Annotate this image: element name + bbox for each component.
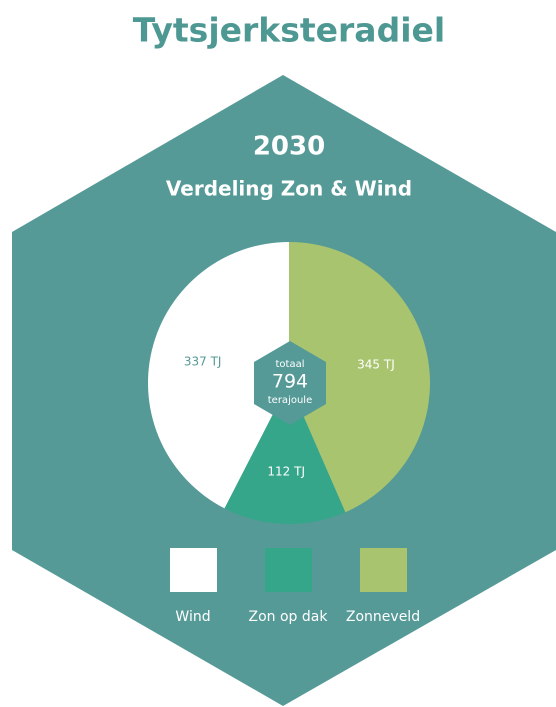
slice-label: 345 TJ	[357, 357, 395, 371]
heading: Verdeling Zon & Wind	[166, 177, 412, 201]
title: Tytsjerksteradiel	[133, 11, 445, 50]
pie-slice	[289, 242, 430, 513]
legend-label: Zon op dak	[249, 609, 329, 625]
center-label-top: totaal	[276, 359, 305, 370]
pie-slice	[148, 242, 289, 509]
center-label-bottom: terajoule	[268, 395, 312, 406]
slice-label: 112 TJ	[267, 464, 305, 478]
legend-label: Zonneveld	[346, 609, 420, 625]
center-hexagon	[254, 341, 326, 425]
legend-label: Wind	[175, 609, 210, 625]
center-total: 794	[272, 371, 308, 393]
subtitle: 2030	[253, 132, 325, 162]
legend-swatch	[360, 548, 407, 592]
slice-label: 337 TJ	[184, 355, 222, 369]
legend-swatch	[265, 548, 312, 592]
legend-swatch	[170, 548, 217, 592]
pie: 337 TJ 112 TJ 345 TJ	[148, 242, 430, 524]
pie-slice	[224, 383, 346, 524]
legend: Wind Zon op dak Zonneveld	[170, 548, 420, 625]
